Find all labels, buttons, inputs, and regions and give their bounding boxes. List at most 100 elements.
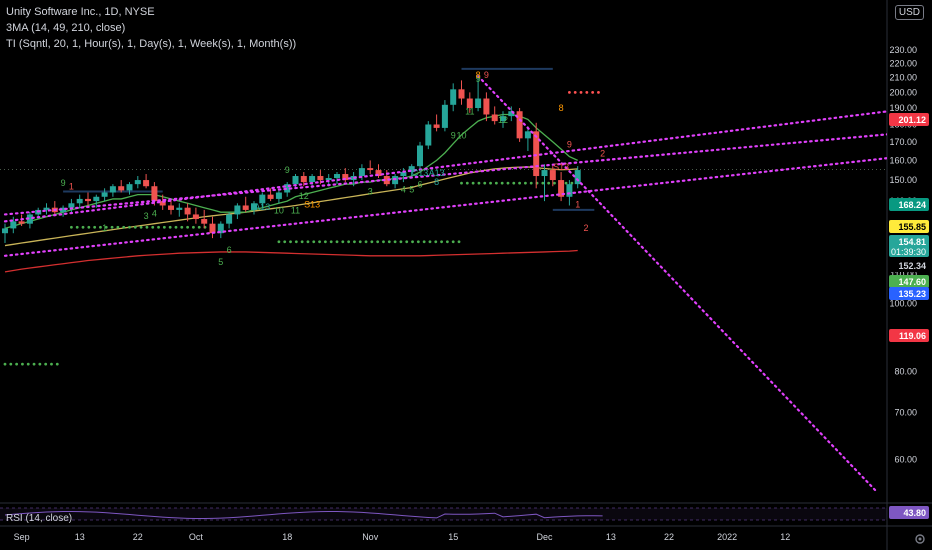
support-dot [283,240,287,244]
candle-body [192,214,199,220]
candle-body [549,170,556,181]
td-count-label: 5 [409,185,414,195]
candle-body [475,98,482,109]
td-count-label: A13 [429,168,445,178]
support-dot [104,225,108,229]
support-dot [541,181,545,185]
support-dot [579,90,583,94]
y-tick-label: 60.00 [894,454,917,464]
symbol-legend[interactable]: Unity Software Inc., 1D, NYSE [6,6,155,18]
candle-body [251,203,257,210]
support-dot [347,240,351,244]
trendline [3,157,887,257]
candle-body [2,228,8,234]
rsi-legend[interactable]: RSI (14, close) [6,513,73,524]
support-dot [133,225,137,229]
support-dot [186,225,190,229]
candle-body [417,145,423,167]
candle-body [18,221,25,224]
td-count-label: A13 [254,202,270,212]
countdown-label: 01:39:30 [891,247,926,257]
support-dot [597,90,600,94]
y-tick-label: 150.00 [889,175,917,185]
td-count-label: 6 [227,245,232,255]
price-label-box [889,287,929,300]
currency-badge[interactable]: USD [894,5,924,20]
support-dot [506,181,510,185]
y-tick-label: 200.00 [889,87,917,97]
candle-body [375,170,382,177]
support-dot [116,225,120,229]
support-dot [300,240,304,244]
support-dot [440,240,443,244]
support-dot [518,181,521,185]
trendline [3,110,887,223]
price-label-box [889,113,929,126]
support-dot [44,362,48,366]
candle-body [209,223,216,234]
candle-body [201,219,208,224]
x-tick-label: Dec [536,532,553,542]
td-count-label: 4 [152,209,157,219]
support-dot [399,240,403,244]
rsi-line [4,511,603,519]
trendline [3,133,887,216]
support-dot [591,90,595,94]
support-dot [353,240,356,244]
price-label-box [889,329,929,342]
td-count-label: 12 [299,191,309,201]
y-tick-label: 170.00 [889,137,917,147]
support-dot [512,181,516,185]
support-dot [489,181,492,185]
candle-body [516,111,523,139]
x-tick-label: 22 [664,532,674,542]
candle-body [118,186,125,191]
support-dot [99,225,102,229]
support-dot [87,225,91,229]
candle-body [491,114,498,122]
y-tick-label: 220.00 [889,58,917,68]
td-count-label: 10 [274,205,284,215]
x-tick-label: 13 [606,532,616,542]
price-label-box [889,259,929,272]
candle-body [143,180,150,187]
support-dot [15,362,19,366]
candle-body [325,178,332,181]
support-dot [26,362,30,366]
candle-body [533,131,540,177]
x-tick-label: 22 [133,532,143,542]
support-dot [585,90,589,94]
support-dot [21,362,24,366]
support-dot [434,240,438,244]
y-tick-label: 210.00 [889,72,917,82]
rsi-band [0,508,887,520]
support-dot [75,225,79,229]
settings-gear-icon[interactable] [914,533,926,545]
td-count-label: 8 [476,70,481,80]
candle-body [334,174,340,179]
candle-body [317,176,324,181]
candle-body [275,192,282,199]
support-dot [122,225,126,229]
moving-average-legend[interactable]: 3MA (14, 49, 210, close) [6,22,126,34]
candle-body [450,89,457,105]
td-count-label: S13 [553,162,569,172]
support-dot [192,225,195,229]
td-count-label: 2 [600,149,605,159]
ti-indicator-legend[interactable]: TI (Sqntl, 20, 1, Hour(s), 1, Day(s), 1,… [6,38,297,50]
support-dot [151,225,155,229]
support-dot [197,225,201,229]
x-tick-label: 15 [448,532,458,542]
td-count-label: 5 [218,257,223,267]
y-tick-label: 160.00 [889,155,917,165]
support-dot [494,181,498,185]
td-count-label: 9 [61,178,66,188]
candle-body [10,221,17,229]
price-label: 168.24 [898,200,926,210]
support-dot [451,240,455,244]
support-dot [93,225,97,229]
price-label: 119.06 [899,331,926,341]
candle-body [134,180,141,185]
td-count-label: 11 [465,106,474,116]
